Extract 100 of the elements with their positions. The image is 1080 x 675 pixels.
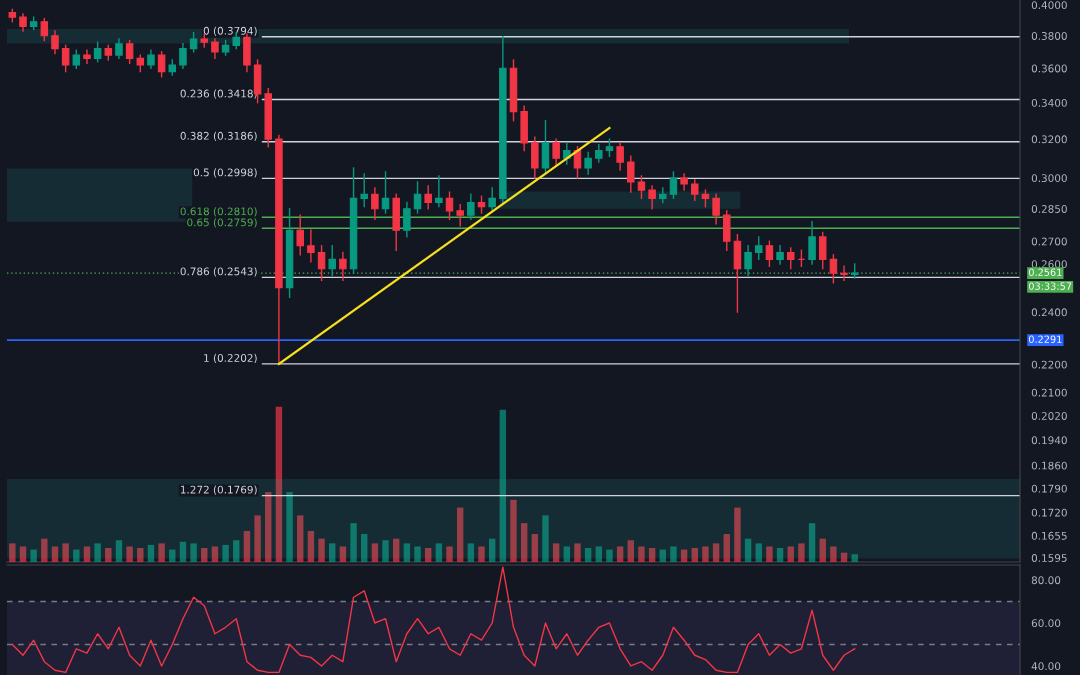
candlestick [61, 44, 70, 73]
bar [350, 523, 357, 562]
bar [19, 546, 27, 562]
bar [680, 549, 688, 562]
candlestick [211, 38, 219, 60]
y-tick-label: 0.1790 [1031, 484, 1067, 493]
y-tick-label: 0.2700 [1031, 237, 1067, 246]
candlestick [744, 245, 752, 277]
bar [425, 548, 432, 562]
candlestick [296, 214, 304, 256]
candlestick [840, 265, 848, 282]
bar [552, 543, 560, 562]
bar [83, 546, 91, 562]
candlestick [51, 30, 59, 55]
candlestick [360, 173, 368, 208]
bar [744, 538, 752, 562]
candlestick [648, 185, 656, 210]
bar [798, 543, 805, 562]
bar [851, 554, 858, 562]
bar [616, 546, 624, 562]
bar [403, 543, 411, 562]
bar [62, 543, 69, 562]
ref-line-label: 0.618 (0.2810) [180, 207, 257, 217]
bar [776, 548, 784, 562]
bar [179, 541, 187, 562]
bar [201, 548, 208, 562]
candlestick [712, 193, 720, 225]
candlestick [584, 151, 592, 175]
candlestick [115, 38, 123, 60]
bar [819, 538, 826, 562]
bar [808, 523, 816, 562]
candlestick [627, 155, 635, 193]
ref-line-label: 0.2291 [1028, 335, 1062, 343]
y-tick-label: 0.3600 [1031, 64, 1067, 73]
bar [595, 546, 602, 562]
bar [840, 552, 848, 562]
text: 03:33:57 [1028, 282, 1072, 290]
bar [488, 538, 496, 562]
y-tick-label: 0.3200 [1031, 135, 1067, 144]
candlestick [179, 43, 187, 69]
candlestick [83, 49, 91, 65]
candlestick [765, 240, 774, 268]
bar [94, 543, 101, 562]
bar [606, 549, 613, 562]
y-tick-label: 40.00 [1031, 662, 1061, 671]
y-tick-label: 0.3400 [1031, 98, 1067, 107]
candlestick [754, 236, 763, 261]
y-tick-label: 0.1595 [1031, 554, 1067, 562]
bar [243, 530, 251, 562]
bar [435, 543, 443, 562]
bar [723, 534, 730, 562]
candlestick [808, 220, 816, 265]
y-tick-label: 0.3000 [1031, 174, 1067, 183]
candlestick [328, 245, 336, 277]
bar [542, 515, 549, 562]
bar [158, 543, 165, 562]
y-tick-label: 0.2400 [1031, 308, 1067, 317]
bar [638, 546, 645, 562]
ref-line-label: 1 (0.2202) [204, 353, 257, 364]
bar [115, 540, 123, 562]
candlestick [189, 31, 198, 53]
bar [265, 492, 272, 562]
candlestick [40, 17, 49, 42]
candlestick [435, 175, 443, 208]
bar [307, 530, 315, 562]
candlestick [339, 251, 347, 282]
bar [286, 492, 293, 562]
bar [41, 538, 48, 562]
bar [648, 548, 656, 562]
bar [830, 546, 837, 562]
y-tick-label: 0.2200 [1031, 360, 1067, 369]
candlestick [776, 245, 784, 265]
bar [659, 549, 666, 562]
candlestick [691, 179, 699, 202]
bar [755, 543, 762, 562]
bar [147, 544, 155, 562]
y-tick-label: 0.1720 [1031, 508, 1067, 517]
bar [520, 523, 528, 562]
ref-line-label: 0.5 (0.2998) [193, 168, 257, 178]
y-tick-label: 0.2020 [1031, 412, 1067, 420]
bar [584, 548, 592, 562]
candlestick [157, 51, 166, 78]
bar [275, 406, 283, 562]
bar [787, 546, 794, 562]
y-tick-label: 0.1860 [1031, 461, 1067, 470]
y-tick-label: 0.2850 [1031, 205, 1067, 213]
y-tick-label: 60.00 [1031, 619, 1061, 628]
ref-line-label: 1.272 (0.1769) [181, 485, 257, 495]
bar [712, 543, 720, 562]
bar [126, 546, 133, 562]
bar [190, 543, 197, 562]
bar [233, 540, 240, 562]
ref-line-label: 0.2561 [1028, 268, 1062, 276]
candlestick [93, 41, 102, 63]
candlestick [669, 171, 678, 200]
bar [30, 549, 37, 562]
bar [531, 534, 539, 562]
bar [467, 543, 475, 562]
candlestick [456, 203, 464, 227]
bar [734, 507, 741, 562]
